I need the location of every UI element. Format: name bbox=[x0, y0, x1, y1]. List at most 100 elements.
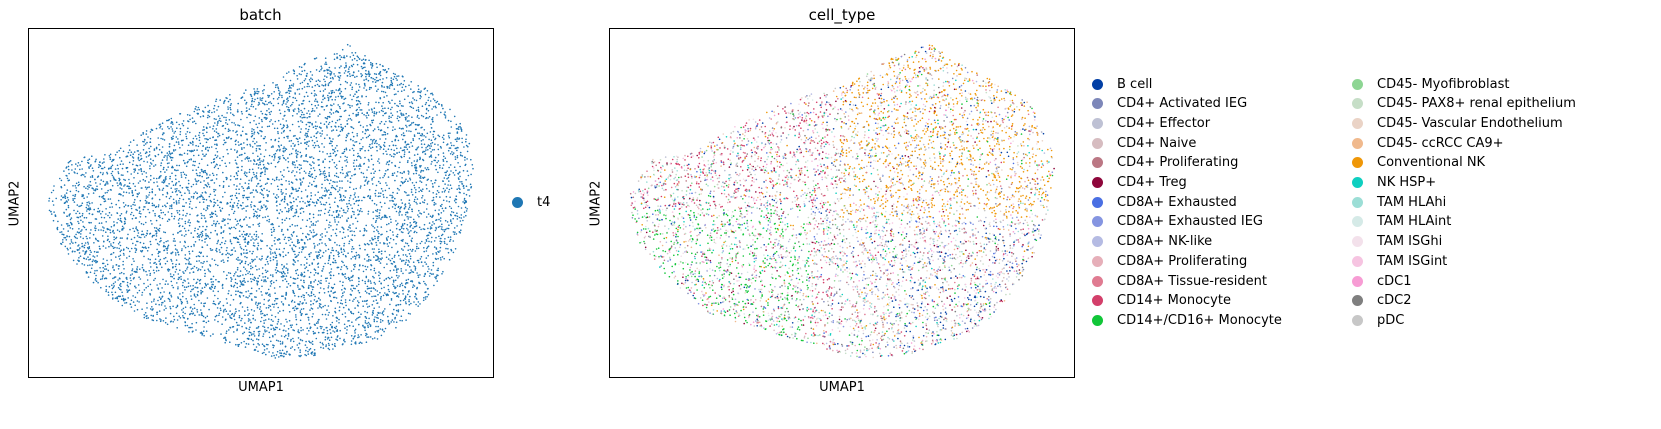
scatter-point bbox=[357, 214, 359, 216]
scatter-point bbox=[350, 310, 352, 313]
scatter-point bbox=[376, 314, 379, 316]
scatter-point bbox=[243, 340, 245, 343]
scatter-point bbox=[274, 252, 277, 255]
scatter-point bbox=[285, 217, 288, 219]
scatter-point bbox=[92, 170, 95, 172]
scatter-point bbox=[257, 327, 259, 329]
scatter-point bbox=[419, 242, 422, 245]
scatter-point bbox=[172, 240, 175, 242]
scatter-point bbox=[406, 194, 409, 197]
scatter-point bbox=[184, 162, 186, 164]
scatter-point bbox=[331, 321, 334, 324]
scatter-point bbox=[358, 268, 360, 271]
scatter-point bbox=[94, 227, 96, 229]
scatter-point bbox=[256, 145, 258, 147]
scatter-point bbox=[103, 277, 106, 280]
scatter-point bbox=[253, 333, 255, 335]
scatter-point bbox=[93, 256, 96, 258]
scatter-point bbox=[309, 341, 311, 344]
scatter-point bbox=[263, 204, 265, 206]
scatter-point bbox=[459, 181, 461, 183]
scatter-point bbox=[94, 225, 97, 227]
scatter-point bbox=[241, 160, 243, 162]
scatter-point bbox=[202, 170, 205, 173]
scatter-point bbox=[378, 169, 381, 172]
scatter-point bbox=[103, 161, 105, 163]
scatter-point bbox=[428, 96, 430, 99]
scatter-point bbox=[298, 168, 301, 171]
scatter-point bbox=[360, 109, 363, 111]
scatter-point bbox=[436, 190, 439, 192]
scatter-point bbox=[214, 202, 217, 204]
scatter-point bbox=[438, 135, 441, 138]
scatter-point bbox=[83, 156, 86, 158]
scatter-point bbox=[358, 291, 361, 294]
scatter-point bbox=[133, 270, 136, 273]
scatter-point bbox=[102, 270, 105, 272]
scatter-point bbox=[308, 125, 311, 128]
scatter-point bbox=[330, 336, 333, 339]
scatter-point bbox=[239, 235, 241, 237]
scatter-point bbox=[284, 198, 286, 201]
scatter-point bbox=[318, 251, 320, 254]
scatter-point bbox=[203, 326, 205, 328]
scatter-point bbox=[242, 194, 244, 197]
scatter-point bbox=[404, 254, 407, 256]
scatter-point bbox=[177, 169, 179, 172]
scatter-point bbox=[442, 160, 445, 162]
scatter-point bbox=[452, 217, 455, 220]
scatter-point bbox=[333, 261, 335, 264]
scatter-point bbox=[255, 172, 258, 174]
scatter-point bbox=[439, 196, 441, 198]
scatter-point bbox=[422, 159, 425, 162]
scatter-point bbox=[348, 324, 351, 327]
scatter-point bbox=[273, 159, 275, 161]
scatter-point bbox=[323, 212, 326, 215]
scatter-point bbox=[285, 318, 287, 321]
scatter-point bbox=[149, 308, 152, 310]
scatter-point bbox=[358, 255, 361, 257]
scatter-point bbox=[98, 195, 101, 198]
scatter-point bbox=[305, 132, 307, 135]
scatter-point bbox=[253, 330, 255, 333]
scatter-point bbox=[276, 185, 279, 188]
scatter-point bbox=[296, 277, 299, 280]
scatter-point bbox=[193, 120, 196, 123]
scatter-point bbox=[251, 146, 254, 148]
scatter-point bbox=[367, 325, 369, 327]
scatter-point bbox=[279, 349, 281, 352]
scatter-point bbox=[392, 78, 395, 81]
scatter-point bbox=[174, 252, 177, 254]
scatter-point bbox=[287, 283, 290, 285]
scatter-point bbox=[268, 108, 270, 110]
scatter-point bbox=[247, 290, 250, 292]
scatter-point bbox=[187, 282, 190, 284]
scatter-point bbox=[126, 166, 129, 169]
scatter-point bbox=[412, 139, 415, 142]
scatter-point bbox=[364, 85, 366, 87]
scatter-point bbox=[163, 249, 166, 251]
scatter-point bbox=[416, 159, 419, 161]
scatter-point bbox=[442, 187, 445, 190]
scatter-point bbox=[450, 187, 453, 190]
scatter-point bbox=[115, 237, 117, 240]
scatter-point bbox=[166, 159, 168, 161]
scatter-point bbox=[254, 348, 256, 351]
scatter-point bbox=[267, 195, 269, 198]
scatter-point bbox=[391, 129, 394, 131]
scatter-point bbox=[389, 269, 392, 272]
scatter-point bbox=[294, 212, 296, 214]
scatter-point bbox=[88, 158, 91, 160]
scatter-point bbox=[307, 145, 310, 147]
scatter-point bbox=[405, 319, 407, 321]
scatter-point bbox=[239, 262, 241, 265]
scatter-point bbox=[317, 331, 320, 334]
scatter-point bbox=[97, 166, 100, 169]
scatter-point bbox=[314, 98, 317, 100]
scatter-point bbox=[270, 146, 273, 148]
scatter-point bbox=[367, 279, 370, 281]
scatter-point bbox=[352, 284, 354, 287]
scatter-point bbox=[207, 283, 209, 285]
scatter-point bbox=[313, 274, 316, 276]
scatter-point bbox=[338, 322, 340, 324]
